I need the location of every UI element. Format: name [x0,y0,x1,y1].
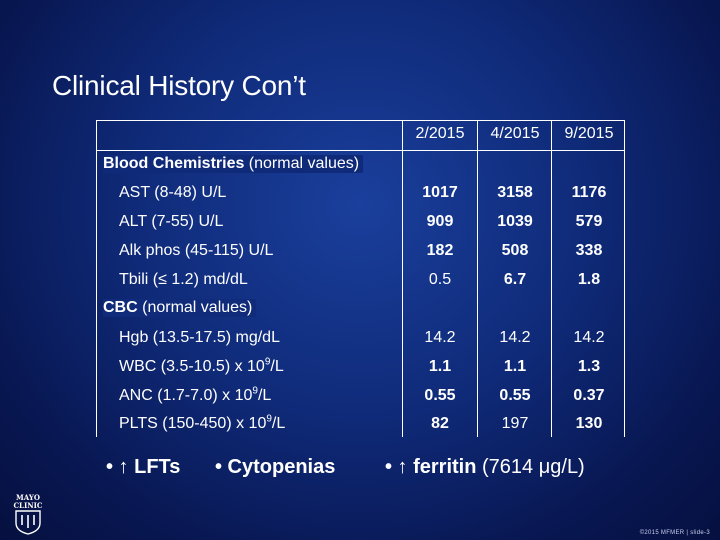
bullet-ferritin: • ↑ ferritin (7614 μg/L) [385,456,585,478]
table-cell: 909 [426,213,454,230]
column-header: 2/2015 [415,125,465,142]
table-cell: 1.1 [428,358,452,375]
table-cell: 6.7 [503,271,527,288]
table-divider [551,120,552,437]
row-label: Hgb (13.5-17.5) mg/dL [119,329,280,346]
table-cell: 0.55 [424,387,456,404]
bullet-cytopenias: • Cytopenias [215,456,336,478]
slide-footer: ©2015 MFMER | slide-3 [639,530,710,536]
row-label: ANC (1.7-7.0) x 109/L [119,385,272,404]
table-cell: 1039 [497,213,533,230]
svg-text:MAYO: MAYO [16,493,40,502]
slide-title: Clinical History Con’t [52,70,306,101]
svg-text:CLINIC: CLINIC [13,501,42,510]
table-cell: 0.37 [573,387,605,404]
row-label: WBC (3.5-10.5) x 109/L [119,356,284,375]
row-label: AST (8-48) U/L [119,184,227,201]
table-cell: 1.1 [503,358,527,375]
table-cell: 338 [575,242,603,259]
table-cell: 130 [575,415,603,432]
table-cell: 1.3 [577,358,601,375]
table-cell: 14.2 [424,329,456,346]
table-cell: 1176 [571,184,607,201]
row-label: ALT (7-55) U/L [119,213,224,230]
column-header: 4/2015 [490,125,540,142]
mayo-clinic-logo: MAYO CLINIC [8,493,48,535]
table-cell: 82 [431,415,449,432]
table-cell: 1017 [422,184,458,201]
table-cell: 1.8 [577,271,601,288]
table-cell: 0.55 [499,387,531,404]
table-frame [96,120,625,437]
table-cell: 14.2 [573,329,605,346]
column-header: 9/2015 [564,125,614,142]
bullet-lfts: • ↑ LFTs [106,456,181,478]
table-cell: 197 [501,415,529,432]
row-label: Tbili (≤ 1.2) md/dL [119,271,248,288]
row-label: Alk phos (45-115) U/L [119,242,274,259]
table-cell: 14.2 [499,329,531,346]
table-divider [402,120,403,437]
table-cell: 3158 [497,184,533,201]
row-label: PLTS (150-450) x 109/L [119,413,286,432]
table-cell: 182 [426,242,454,259]
table-cell: 508 [501,242,529,259]
header-divider [96,150,625,151]
table-cell: 0.5 [428,271,452,288]
section-label: Blood Chemistries (normal values) [103,155,364,173]
table-divider [477,120,478,437]
section-label: CBC (normal values) [103,299,257,317]
table-cell: 579 [575,213,603,230]
